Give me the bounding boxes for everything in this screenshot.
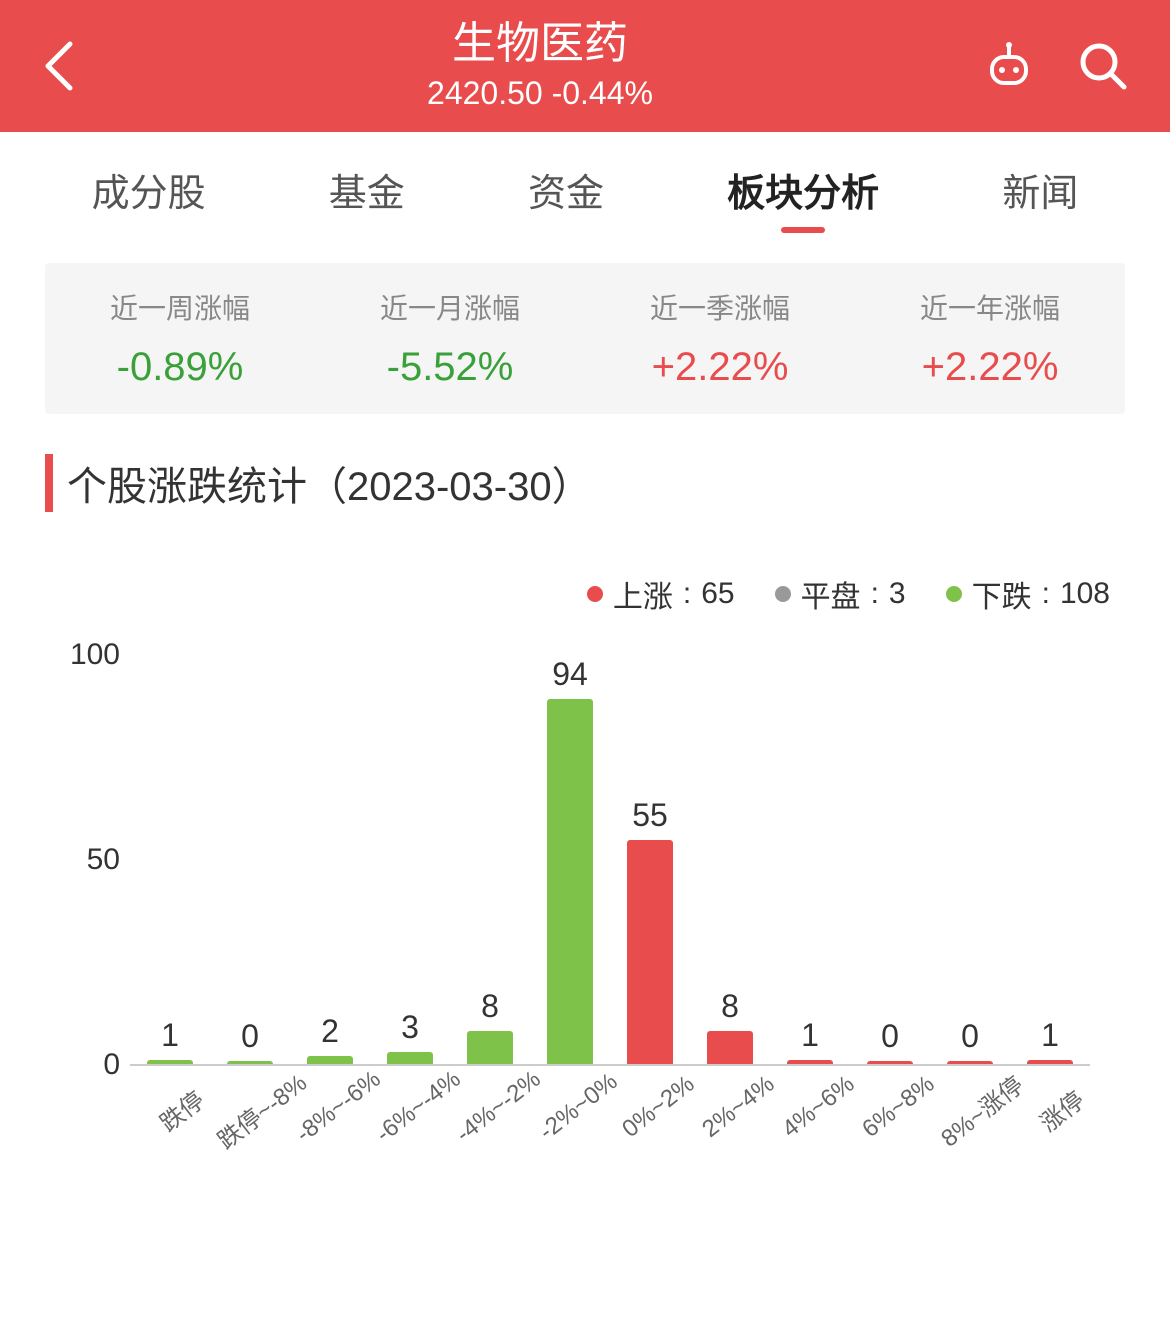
bar-value-label: 1 xyxy=(161,1017,179,1054)
bar xyxy=(867,1061,913,1064)
legend-flat-label: 平盘 xyxy=(801,572,861,616)
bar xyxy=(707,1031,753,1064)
chart-legend: 上涨: 65 平盘: 3 下跌: 108 xyxy=(0,572,1110,616)
tab-bar: 成分股 基金 资金 板块分析 新闻 xyxy=(0,132,1170,253)
tab-2[interactable]: 资金 xyxy=(528,162,604,233)
bar-chart: 050100 10238945581001 跌停跌停~-8%-8%~-6%-6%… xyxy=(20,636,1150,1196)
tab-0[interactable]: 成分股 xyxy=(92,162,206,233)
bar xyxy=(147,1060,193,1064)
period-value: -0.89% xyxy=(45,345,315,390)
search-icon xyxy=(1076,39,1130,93)
period-1: 近一月涨幅 -5.52% xyxy=(315,287,585,390)
y-tick-label: 100 xyxy=(50,638,120,672)
bar-slot-0: 1 xyxy=(130,656,210,1064)
legend-up-label: 上涨 xyxy=(613,572,673,616)
legend-down: 下跌: 108 xyxy=(946,572,1110,616)
x-tick-label: 0%~2% xyxy=(617,1070,700,1143)
tab-1[interactable]: 基金 xyxy=(329,162,405,233)
bar-value-label: 0 xyxy=(881,1018,899,1055)
x-tick-label: 6%~8% xyxy=(857,1070,940,1143)
x-axis-labels: 跌停跌停~-8%-8%~-6%-6%~-4%-4%~-2%-2%~0%0%~2%… xyxy=(130,1076,1090,1196)
bar-value-label: 3 xyxy=(401,1009,419,1046)
period-2: 近一季涨幅 +2.22% xyxy=(585,287,855,390)
legend-flat-value: 3 xyxy=(889,577,906,611)
legend-dot-down xyxy=(946,586,962,602)
price-line: 2420.50 -0.44% xyxy=(150,75,930,112)
plot-area: 1 0 2 3 8 94 55 8 1 0 0 1 xyxy=(130,656,1090,1066)
legend-down-label: 下跌 xyxy=(972,572,1032,616)
period-stats: 近一周涨幅-0.89%近一月涨幅-5.52%近一季涨幅+2.22%近一年涨幅+2… xyxy=(45,263,1125,414)
period-label: 近一月涨幅 xyxy=(315,287,585,327)
bar-value-label: 1 xyxy=(1041,1017,1059,1054)
legend-dot-up xyxy=(587,586,603,602)
bar xyxy=(227,1061,273,1064)
bar-slot-9: 0 xyxy=(850,656,930,1064)
bar-value-label: 2 xyxy=(321,1013,339,1050)
x-tick-label: 2%~4% xyxy=(697,1070,780,1143)
x-tick-label: 跌停 xyxy=(151,1081,210,1138)
back-arrow-icon xyxy=(40,36,80,96)
bar-value-label: 8 xyxy=(721,988,739,1025)
bar-value-label: 55 xyxy=(632,797,668,834)
robot-button[interactable] xyxy=(982,39,1036,93)
bar xyxy=(787,1060,833,1064)
period-value: -5.52% xyxy=(315,345,585,390)
tab-3[interactable]: 板块分析 xyxy=(727,162,879,233)
header-bar: 生物医药 2420.50 -0.44% xyxy=(0,0,1170,132)
bar-slot-8: 1 xyxy=(770,656,850,1064)
header-center: 生物医药 2420.50 -0.44% xyxy=(150,20,930,111)
legend-dot-flat xyxy=(775,586,791,602)
period-value: +2.22% xyxy=(585,345,855,390)
legend-flat: 平盘: 3 xyxy=(775,572,906,616)
bar xyxy=(547,699,593,1064)
legend-up-value: 65 xyxy=(701,577,734,611)
period-label: 近一季涨幅 xyxy=(585,287,855,327)
period-3: 近一年涨幅 +2.22% xyxy=(855,287,1125,390)
period-label: 近一周涨幅 xyxy=(45,287,315,327)
bar-value-label: 0 xyxy=(241,1018,259,1055)
period-label: 近一年涨幅 xyxy=(855,287,1125,327)
price-value: 2420.50 xyxy=(427,75,543,111)
bar-slot-10: 0 xyxy=(930,656,1010,1064)
search-button[interactable] xyxy=(1076,39,1130,93)
bar-slot-5: 94 xyxy=(530,656,610,1064)
tab-4[interactable]: 新闻 xyxy=(1002,162,1078,233)
bar-slot-3: 3 xyxy=(370,656,450,1064)
price-change: -0.44% xyxy=(552,75,653,111)
bar xyxy=(627,840,673,1064)
bar-value-label: 8 xyxy=(481,988,499,1025)
period-value: +2.22% xyxy=(855,345,1125,390)
y-tick-label: 50 xyxy=(50,843,120,877)
bar xyxy=(307,1056,353,1064)
legend-up: 上涨: 65 xyxy=(587,572,735,616)
bar-slot-2: 2 xyxy=(290,656,370,1064)
bars-container: 1 0 2 3 8 94 55 8 1 0 0 1 xyxy=(130,656,1090,1064)
y-tick-label: 0 xyxy=(50,1048,120,1082)
bar-value-label: 1 xyxy=(801,1017,819,1054)
bar-slot-7: 8 xyxy=(690,656,770,1064)
robot-icon xyxy=(982,39,1036,93)
bar xyxy=(467,1031,513,1064)
bar-value-label: 0 xyxy=(961,1018,979,1055)
back-button[interactable] xyxy=(40,36,150,96)
x-tick-label: 涨停 xyxy=(1031,1081,1090,1138)
page-title: 生物医药 xyxy=(150,20,930,68)
bar-slot-1: 0 xyxy=(210,656,290,1064)
bar-slot-6: 55 xyxy=(610,656,690,1064)
bar xyxy=(1027,1060,1073,1064)
period-0: 近一周涨幅 -0.89% xyxy=(45,287,315,390)
bar-value-label: 94 xyxy=(552,656,588,693)
legend-down-value: 108 xyxy=(1060,577,1110,611)
bar xyxy=(387,1052,433,1064)
x-tick-label: 4%~6% xyxy=(777,1070,860,1143)
bar-slot-11: 1 xyxy=(1010,656,1090,1064)
bar-slot-4: 8 xyxy=(450,656,530,1064)
section-title: 个股涨跌统计（2023-03-30） xyxy=(45,454,1125,512)
bar xyxy=(947,1061,993,1064)
